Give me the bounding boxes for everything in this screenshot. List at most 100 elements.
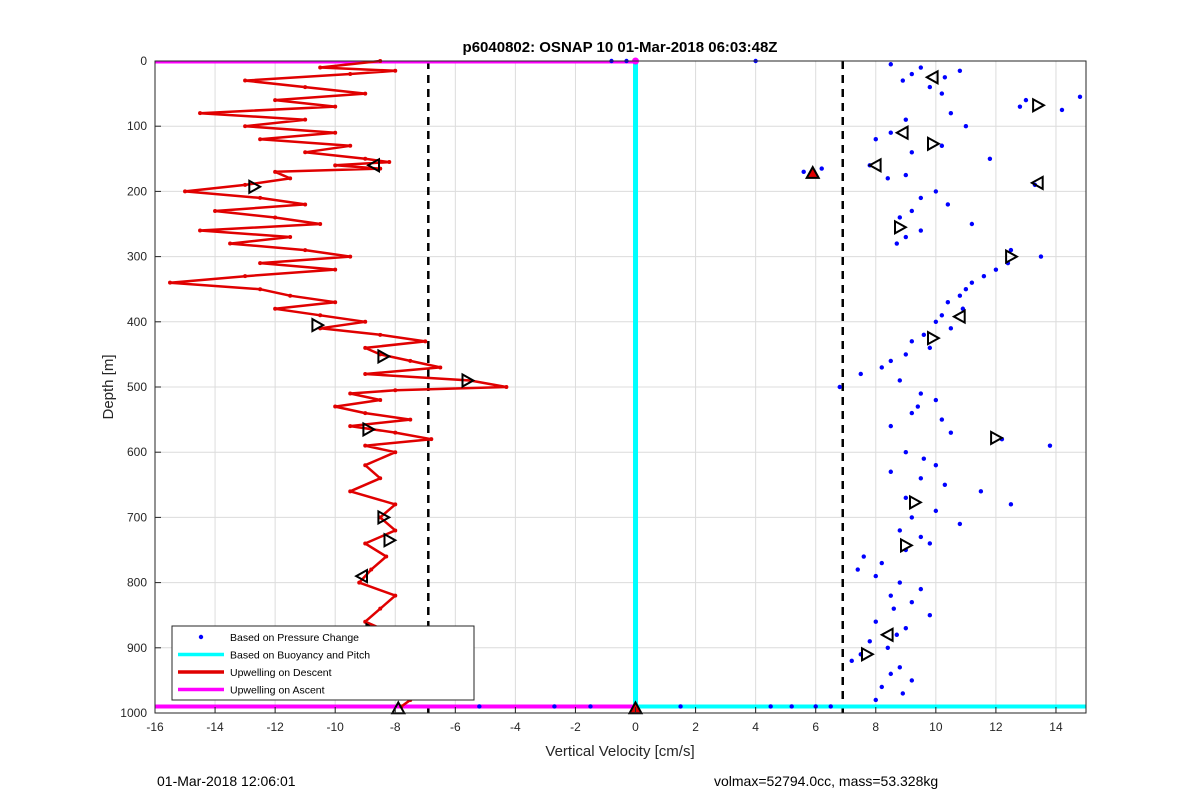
legend-label-1: Based on Buoyancy and Pitch xyxy=(230,650,370,662)
descent-point-23 xyxy=(183,189,188,194)
pressure-point-6 xyxy=(927,84,933,90)
pressure-point-58 xyxy=(933,397,939,403)
descent-point-35 xyxy=(333,267,338,272)
pressure-point-100 xyxy=(888,671,893,677)
pressure-point-12 xyxy=(948,110,954,116)
pressure-point-52 xyxy=(888,358,893,364)
legend-label-0: Based on Pressure Change xyxy=(230,632,359,644)
descent-point-54 xyxy=(393,388,398,393)
triangle-marker-24 xyxy=(927,330,941,346)
pressure-point-99 xyxy=(897,665,902,670)
descent-point-30 xyxy=(288,235,293,240)
descent-point-55 xyxy=(348,391,353,396)
pressure-point-87 xyxy=(918,586,924,592)
descent-point-3 xyxy=(348,72,353,77)
pressure-point-89 xyxy=(909,599,915,605)
x-tick-label-3: -10 xyxy=(327,720,345,734)
bottom-pressure-point-5 xyxy=(789,704,794,709)
pressure-point-27 xyxy=(918,195,924,201)
descent-point-66 xyxy=(378,476,383,481)
descent-point-65 xyxy=(363,463,368,468)
pressure-point-65 xyxy=(1047,443,1053,448)
descent-point-58 xyxy=(363,411,368,416)
descent-point-76 xyxy=(378,606,383,611)
pressure-point-94 xyxy=(894,632,899,637)
legend-swatch-0 xyxy=(198,634,204,640)
descent-point-4 xyxy=(243,78,248,83)
triangle-marker-17 xyxy=(927,136,941,152)
pressure-point-54 xyxy=(858,371,863,377)
triangle-marker-21 xyxy=(894,219,908,235)
pressure-point-91 xyxy=(927,613,933,618)
x-tick-label-14: 12 xyxy=(989,720,1003,734)
pressure-point-96 xyxy=(885,645,890,650)
pressure-point-39 xyxy=(981,273,987,279)
bottom-pressure-point-1 xyxy=(552,704,557,709)
pressure-point-82 xyxy=(861,554,866,559)
y-tick-label-9: 900 xyxy=(127,641,147,655)
pressure-point-83 xyxy=(879,560,884,566)
pressure-point-71 xyxy=(942,482,948,487)
descent-point-18 xyxy=(333,163,338,168)
descent-point-47 xyxy=(363,345,368,350)
y-tick-label-3: 300 xyxy=(127,250,147,264)
descent-point-29 xyxy=(198,228,203,233)
x-axis-label: Vertical Velocity [cm/s] xyxy=(545,743,694,760)
descent-point-42 xyxy=(318,313,323,318)
triangle-marker-27 xyxy=(900,537,914,554)
pressure-point-28 xyxy=(945,202,951,207)
x-tick-label-11: 6 xyxy=(812,720,819,734)
pressure-point-66 xyxy=(903,450,909,455)
descent-point-12 xyxy=(333,130,338,135)
pressure-point-30 xyxy=(897,215,902,220)
descent-point-37 xyxy=(168,280,173,285)
pressure-point-77 xyxy=(957,521,963,527)
pressure-point-22 xyxy=(801,169,806,175)
descent-point-24 xyxy=(258,195,263,200)
triangle-marker-26 xyxy=(909,494,923,511)
pressure-point-18 xyxy=(909,150,915,155)
triangle-marker-3 xyxy=(377,348,392,365)
descent-point-53 xyxy=(504,385,509,389)
descent-point-71 xyxy=(363,541,368,546)
pressure-point-40 xyxy=(969,280,975,285)
triangle-marker-15 xyxy=(1032,97,1046,113)
pressure-point-98 xyxy=(849,658,854,664)
x-tick-label-0: -16 xyxy=(146,720,164,734)
descent-point-45 xyxy=(378,332,383,337)
descent-point-36 xyxy=(243,274,248,279)
descent-point-10 xyxy=(303,117,308,122)
pressure-point-51 xyxy=(903,352,909,357)
x-tick-label-5: -6 xyxy=(450,720,461,734)
descent-point-41 xyxy=(273,306,278,311)
x-tick-label-2: -12 xyxy=(266,720,284,734)
pressure-point-0 xyxy=(888,62,893,67)
descent-point-61 xyxy=(393,430,398,435)
pressure-point-21 xyxy=(819,166,824,171)
pressure-point-93 xyxy=(903,626,909,631)
pressure-point-1 xyxy=(918,65,924,70)
x-tick-label-15: 14 xyxy=(1049,720,1063,734)
triangle-marker-29 xyxy=(861,646,875,662)
descent-point-1 xyxy=(318,65,323,70)
pressure-point-24 xyxy=(885,176,890,181)
descent-point-6 xyxy=(363,91,368,96)
pressure-point-55 xyxy=(897,378,902,383)
pressure-point-78 xyxy=(897,528,902,533)
descent-point-43 xyxy=(363,319,368,324)
descent-point-17 xyxy=(387,160,392,165)
legend-box xyxy=(171,625,475,701)
descent-point-34 xyxy=(258,261,263,266)
x-tick-label-6: -4 xyxy=(510,720,521,734)
series-layer xyxy=(155,57,1086,709)
pressure-point-10 xyxy=(1017,104,1023,109)
pressure-point-80 xyxy=(927,541,933,546)
descent-point-39 xyxy=(288,293,293,298)
descent-point-73 xyxy=(369,567,374,572)
x-tick-label-8: 0 xyxy=(632,720,639,734)
descent-point-46 xyxy=(423,339,428,344)
triangle-marker-5 xyxy=(362,421,377,438)
x-tick-label-9: 2 xyxy=(692,720,699,734)
pressure-point-13 xyxy=(903,117,909,122)
y-ticks: 0 100 200 300 400 500 600 700 800 900 1000 xyxy=(120,54,161,720)
